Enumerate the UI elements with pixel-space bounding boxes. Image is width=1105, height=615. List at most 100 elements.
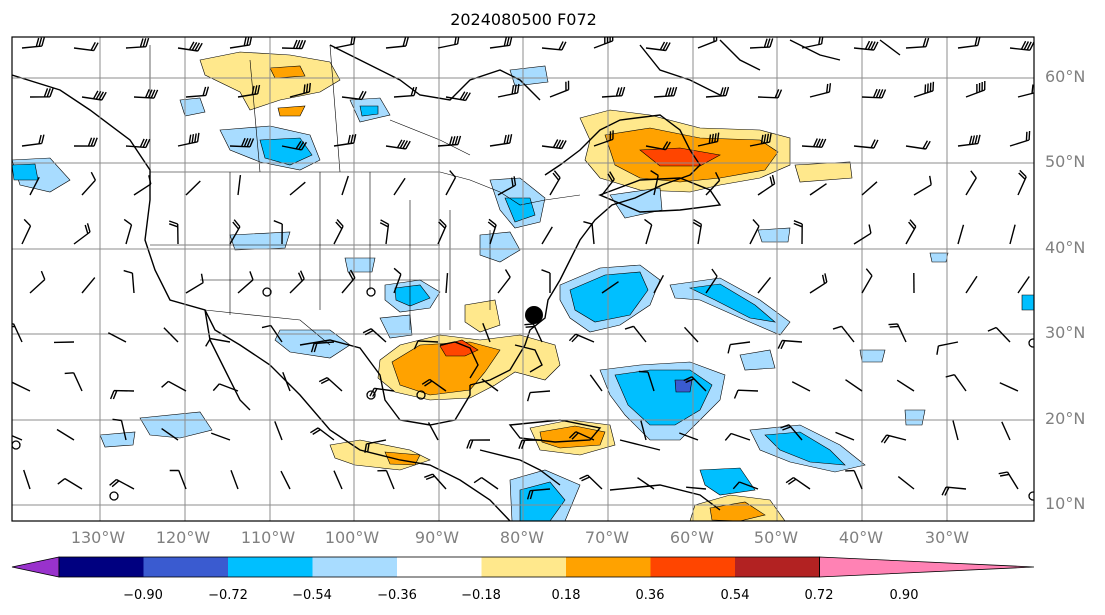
lat-label-20n: 20°N: [1045, 409, 1086, 428]
wind-barb: [177, 41, 203, 52]
wind-barb: [385, 37, 409, 49]
wind-barb: [888, 323, 907, 343]
wind-barb: [549, 170, 561, 196]
wind-barb: [593, 130, 614, 147]
wind-barb: [757, 89, 783, 99]
wind-barb: [705, 171, 721, 196]
wind-barb: [957, 134, 981, 147]
lon-label-80w: 80°W: [499, 528, 545, 547]
wind-barb: [281, 140, 307, 151]
colorbar-tick: −0.90: [123, 588, 163, 603]
wind-barb: [650, 170, 659, 196]
colorbar-tick: −0.72: [208, 588, 248, 603]
wind-barb: [832, 325, 855, 343]
wind-barb: [957, 224, 965, 245]
wind-barb: [518, 439, 543, 450]
lon-label-110w: 110°W: [240, 528, 296, 547]
wind-barb: [945, 374, 967, 392]
wind-barb: [601, 171, 615, 196]
wind-barb: [341, 175, 349, 196]
wind-barb: [1017, 169, 1027, 196]
wind-barb: [568, 333, 595, 343]
lat-label-40n: 40°N: [1045, 238, 1086, 257]
wind-barb: [497, 83, 520, 98]
colorbar-tick: −0.36: [377, 588, 417, 603]
wind-barb: [64, 372, 83, 392]
wind-barb: [601, 86, 626, 98]
wind-barb: [733, 389, 759, 399]
wind-barb: [168, 220, 179, 245]
wind-barb: [280, 470, 291, 490]
wind-barb: [281, 39, 307, 50]
wind-barb: [905, 219, 917, 245]
colorbar-tick: 0.18: [551, 588, 581, 603]
wind-barb: [341, 90, 367, 101]
wind-barb: [861, 181, 878, 196]
wind-barb: [230, 470, 239, 490]
colorbar-segment: [566, 557, 651, 577]
colorbar-tick: 0.72: [804, 588, 834, 603]
wind-barb: [289, 82, 311, 98]
lat-label-10n: 10°N: [1045, 494, 1086, 513]
wind-barb: [809, 83, 832, 98]
wind-barb: [274, 421, 283, 441]
wind-barb: [579, 474, 603, 490]
wind-barb: [413, 340, 439, 350]
wind-barb: [568, 431, 595, 441]
wind-barb: [427, 422, 439, 441]
wind-barb: [645, 141, 671, 151]
wind-barb: [185, 273, 204, 294]
colorbar-tick: 0.36: [635, 588, 665, 603]
wind-barb: [1009, 40, 1034, 51]
wind-barb: [379, 219, 390, 245]
wind-barb: [785, 477, 811, 490]
map-frame: [11, 36, 1035, 522]
wind-barb: [125, 37, 150, 49]
wind-barb: [809, 273, 828, 294]
wind-barb: [541, 269, 551, 293]
wind-barb: [526, 390, 551, 402]
wind-barb: [638, 370, 655, 392]
wind-barb: [273, 220, 283, 245]
wind-barb: [205, 337, 231, 347]
wind-barb: [229, 137, 255, 148]
wind-barb: [941, 486, 967, 496]
wind-barb: [497, 269, 511, 294]
wind-barb: [749, 38, 774, 49]
wind-barb: [437, 135, 462, 147]
wind-barb: [724, 432, 751, 441]
wind-barb: [133, 89, 159, 99]
storm-center-marker: [525, 306, 543, 324]
colorbar-extend-high: [819, 556, 1035, 578]
wind-barb: [125, 138, 151, 149]
wind-barb: [732, 481, 759, 490]
colorbar-tick: −0.18: [461, 588, 501, 603]
wind-barb: [310, 427, 335, 441]
wind-barb: [809, 183, 827, 196]
wind-barb: [57, 478, 83, 490]
wind-barb: [853, 139, 879, 149]
lat-label-30n: 30°N: [1045, 323, 1086, 342]
wind-barb: [81, 171, 97, 196]
colorbar-tick: 0.54: [720, 588, 750, 603]
wind-barb: [845, 379, 863, 392]
wind-barb: [21, 134, 45, 147]
wind-barb: [333, 219, 344, 245]
wind-barb: [497, 176, 517, 196]
wind-barb: [161, 380, 187, 392]
wind-barb: [229, 37, 253, 49]
colorbar-segment: [735, 557, 820, 577]
wind-barb: [109, 389, 135, 400]
wind-barb: [965, 170, 977, 196]
wind-barb: [835, 431, 855, 441]
wind-barb: [29, 270, 46, 294]
wind-barb: [791, 381, 811, 392]
wind-barb: [780, 424, 803, 441]
wind-barb: [727, 341, 751, 354]
wind-barb: [757, 174, 776, 196]
wind-barb: [640, 420, 647, 441]
wind-barb: [653, 274, 665, 294]
wind-barb: [957, 37, 981, 49]
wind-barb: [393, 267, 402, 294]
wind-barb: [364, 439, 387, 453]
